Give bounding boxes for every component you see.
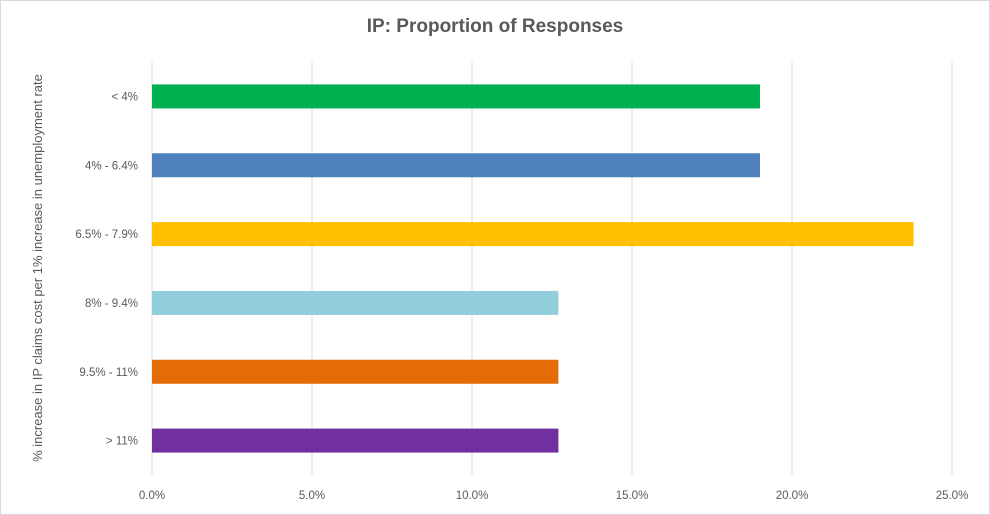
y-tick-label: 9.5% - 11% — [79, 367, 138, 379]
bar — [152, 359, 559, 384]
y-tick-label: 6.5% - 7.9% — [75, 229, 138, 241]
chart-title: IP: Proportion of Responses — [366, 16, 624, 37]
y-tick-label: < 4% — [111, 91, 138, 103]
x-tick-label: 20.0% — [776, 490, 809, 502]
bar — [152, 428, 559, 453]
x-tick-label: 5.0% — [299, 490, 325, 502]
bar — [152, 222, 914, 247]
y-tick-label: 4% - 6.4% — [85, 160, 138, 172]
y-tick-label: > 11% — [106, 436, 138, 448]
bar — [152, 84, 760, 109]
y-tick-label: 8% - 9.4% — [85, 298, 138, 310]
bar — [152, 153, 760, 178]
x-tick-label: 0.0% — [139, 490, 165, 502]
x-tick-label: 15.0% — [616, 490, 649, 502]
x-tick-label: 25.0% — [936, 490, 969, 502]
x-tick-label: 10.0% — [456, 490, 489, 502]
bar — [152, 290, 559, 315]
